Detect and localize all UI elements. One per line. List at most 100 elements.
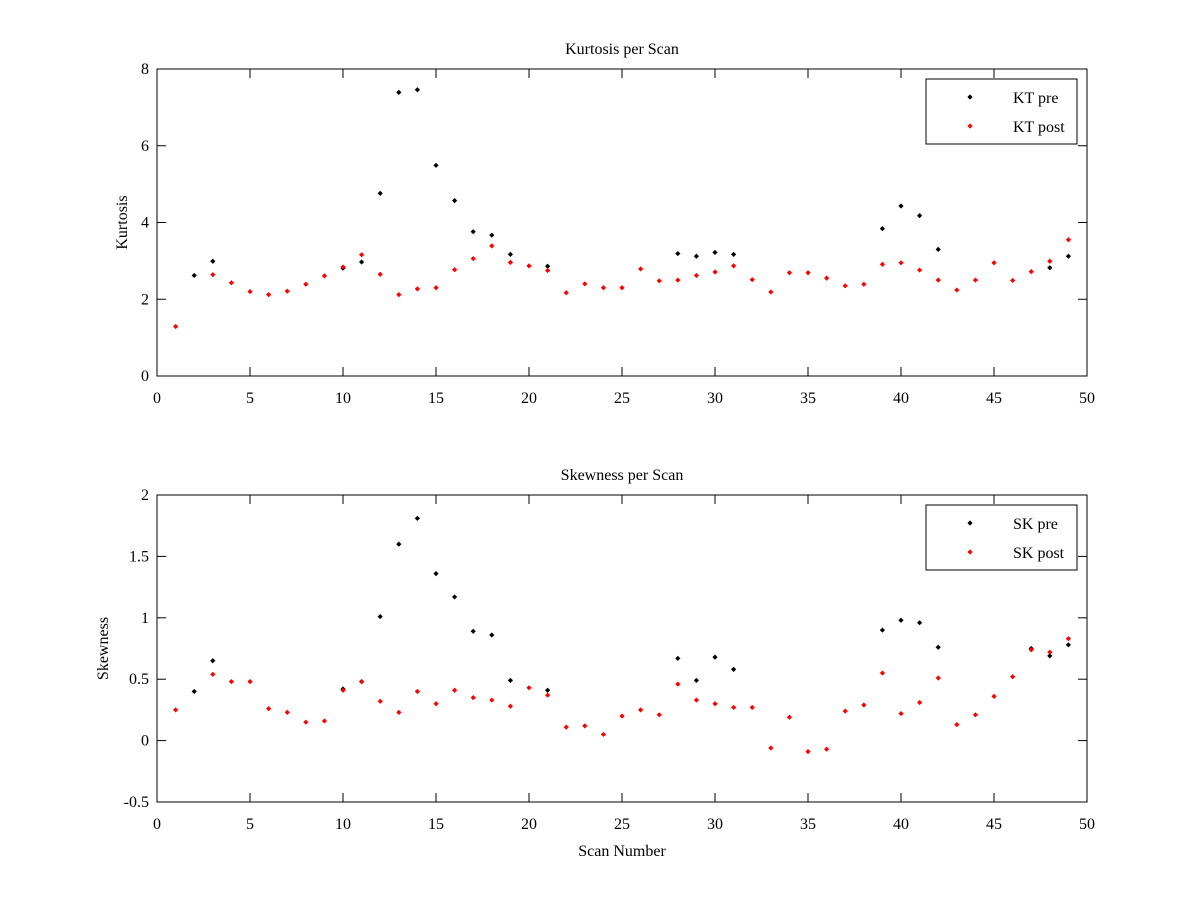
data-point bbox=[675, 277, 681, 283]
x-tick-label: 50 bbox=[1079, 390, 1095, 407]
data-point bbox=[396, 292, 402, 298]
data-point bbox=[842, 708, 848, 714]
data-point bbox=[321, 718, 327, 724]
data-point bbox=[191, 688, 197, 695]
data-point bbox=[693, 677, 699, 684]
data-point bbox=[638, 707, 644, 713]
data-point bbox=[917, 212, 923, 219]
data-point bbox=[768, 289, 774, 295]
data-point bbox=[1047, 258, 1053, 264]
data-point bbox=[545, 267, 551, 274]
data-point bbox=[284, 288, 290, 294]
data-point bbox=[600, 731, 606, 738]
data-point bbox=[768, 745, 774, 751]
data-point bbox=[693, 697, 699, 703]
data-point bbox=[247, 288, 253, 295]
legend: SK pre SK post bbox=[925, 504, 1078, 571]
data-point bbox=[582, 723, 588, 729]
data-point bbox=[173, 707, 179, 713]
data-point bbox=[786, 714, 792, 720]
data-point bbox=[377, 190, 383, 196]
data-point bbox=[749, 704, 755, 711]
x-tick-label: 35 bbox=[800, 390, 816, 407]
data-point bbox=[377, 613, 383, 620]
data-point bbox=[1047, 265, 1053, 271]
x-tick-label: 20 bbox=[521, 816, 537, 833]
legend-marker bbox=[967, 94, 973, 100]
data-point bbox=[414, 688, 420, 695]
y-axis-label: Skewness bbox=[95, 617, 112, 680]
data-point bbox=[359, 259, 365, 265]
data-point bbox=[303, 281, 309, 287]
data-point bbox=[284, 709, 290, 715]
data-point bbox=[210, 671, 216, 677]
data-point bbox=[917, 620, 923, 626]
legend-marker bbox=[967, 520, 973, 526]
data-point bbox=[303, 719, 309, 725]
y-axis-label: Kurtosis bbox=[114, 195, 131, 249]
data-point bbox=[526, 263, 532, 269]
data-point bbox=[749, 277, 755, 283]
data-point bbox=[396, 541, 402, 547]
data-point bbox=[359, 679, 365, 685]
x-tick-label: 0 bbox=[153, 390, 161, 407]
data-point bbox=[600, 285, 606, 291]
series-kt-pre bbox=[191, 87, 1071, 279]
data-point bbox=[935, 675, 941, 681]
subplot-2: 0 5 10 15 20 25 30 35 40 45 50-0.500.511.52Skewnes… bbox=[95, 467, 1095, 860]
data-point bbox=[712, 654, 718, 660]
data-point bbox=[470, 695, 476, 701]
x-tick-label: 10 bbox=[335, 390, 351, 407]
data-point bbox=[935, 277, 941, 283]
x-tick-label: 30 bbox=[707, 390, 723, 407]
data-point bbox=[321, 273, 327, 279]
data-point bbox=[507, 251, 513, 257]
data-point bbox=[210, 658, 216, 664]
legend-label: KT post bbox=[1013, 119, 1065, 136]
x-tick-label: 15 bbox=[428, 390, 444, 407]
data-point bbox=[1028, 647, 1034, 653]
data-point bbox=[266, 706, 272, 712]
data-point bbox=[433, 162, 439, 168]
data-point bbox=[861, 702, 867, 708]
data-point bbox=[656, 278, 662, 284]
data-point bbox=[731, 704, 737, 711]
data-point bbox=[972, 712, 978, 718]
data-point bbox=[879, 670, 885, 676]
data-point bbox=[563, 290, 569, 296]
legend-label: SK post bbox=[1013, 545, 1065, 562]
data-point bbox=[470, 255, 476, 262]
chart-title: Skewness per Scan bbox=[561, 467, 684, 484]
data-point bbox=[1028, 269, 1034, 275]
data-point bbox=[489, 697, 495, 703]
data-point bbox=[786, 270, 792, 276]
data-point bbox=[396, 709, 402, 715]
data-point bbox=[433, 570, 439, 577]
data-point bbox=[898, 203, 904, 209]
data-point bbox=[1047, 653, 1053, 659]
legend-label: KT pre bbox=[1013, 90, 1058, 107]
data-point bbox=[675, 250, 681, 257]
data-point bbox=[489, 243, 495, 249]
legend-label: SK pre bbox=[1013, 516, 1058, 533]
chart-title: Kurtosis per Scan bbox=[565, 41, 679, 58]
y-tick-label: 2 bbox=[141, 291, 149, 308]
data-point bbox=[861, 281, 867, 287]
data-point bbox=[712, 701, 718, 707]
data-point bbox=[377, 698, 383, 704]
y-tick-label: 0 bbox=[141, 733, 149, 750]
data-point bbox=[489, 232, 495, 238]
x-tick-label: 25 bbox=[614, 816, 630, 833]
data-point bbox=[879, 627, 885, 633]
x-tick-label: 10 bbox=[335, 816, 351, 833]
data-point bbox=[693, 272, 699, 279]
series-kt-post bbox=[173, 237, 1071, 330]
y-tick-label: 6 bbox=[141, 138, 149, 155]
data-point bbox=[507, 703, 513, 709]
data-point bbox=[693, 253, 699, 259]
data-point bbox=[545, 687, 551, 693]
data-point bbox=[414, 286, 420, 292]
y-tick-label: 0 bbox=[141, 368, 149, 385]
data-point bbox=[545, 263, 551, 269]
